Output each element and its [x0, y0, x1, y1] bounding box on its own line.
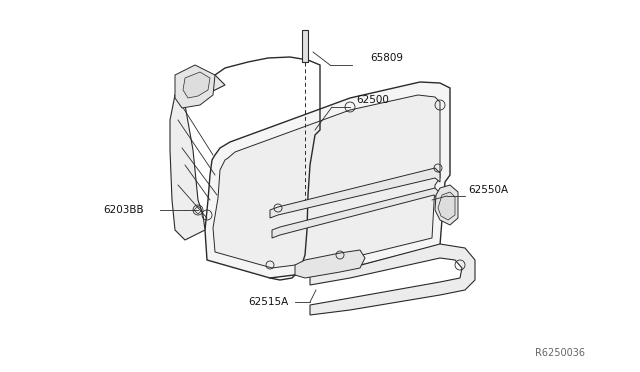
Text: 62550A: 62550A — [468, 185, 508, 195]
Text: 62515A: 62515A — [248, 297, 288, 307]
Text: 62500: 62500 — [356, 95, 389, 105]
Polygon shape — [270, 168, 440, 218]
Text: R6250036: R6250036 — [535, 348, 585, 358]
Polygon shape — [213, 95, 440, 268]
Polygon shape — [175, 75, 225, 105]
Polygon shape — [205, 82, 450, 278]
Polygon shape — [438, 192, 455, 220]
Polygon shape — [183, 72, 210, 98]
Polygon shape — [175, 65, 215, 108]
Text: 6203BB: 6203BB — [103, 205, 143, 215]
Polygon shape — [170, 95, 205, 240]
Text: 65809: 65809 — [370, 53, 403, 63]
Polygon shape — [272, 188, 440, 238]
Polygon shape — [435, 185, 458, 225]
Polygon shape — [310, 244, 475, 315]
Polygon shape — [295, 250, 365, 278]
Polygon shape — [302, 30, 308, 62]
